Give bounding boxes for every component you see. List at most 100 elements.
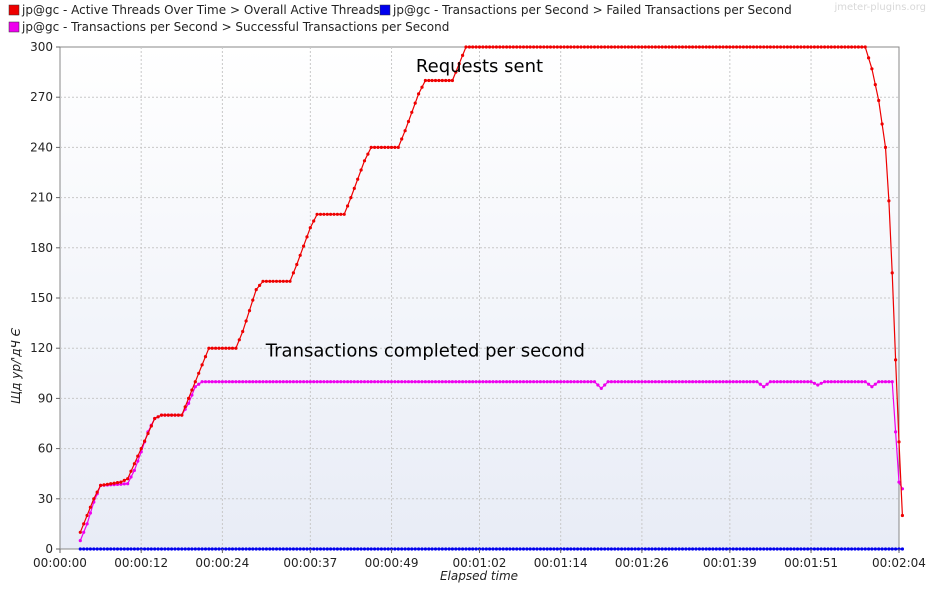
data-point: [362, 547, 367, 551]
data-point: [569, 45, 573, 49]
x-tick-label: 00:00:24: [195, 556, 249, 570]
data-point: [792, 45, 796, 49]
data-point: [454, 70, 458, 74]
data-point: [765, 382, 769, 386]
data-point: [278, 547, 282, 551]
data-point: [122, 547, 126, 551]
data-point: [704, 380, 708, 384]
data-point: [149, 424, 153, 428]
data-point: [565, 45, 570, 49]
data-point: [335, 380, 339, 384]
data-point: [758, 547, 762, 551]
data-point: [691, 547, 695, 551]
data-point: [762, 45, 766, 49]
data-point: [305, 547, 309, 551]
data-point: [203, 380, 208, 384]
data-point: [680, 380, 685, 384]
data-point: [745, 547, 749, 551]
legend-label: jp@gc - Active Threads Over Time > Overa…: [21, 3, 380, 17]
data-point: [254, 547, 258, 551]
data-point: [870, 385, 874, 389]
data-point: [366, 547, 370, 551]
data-point: [437, 78, 441, 83]
data-point: [728, 380, 732, 384]
data-point: [518, 45, 522, 49]
data-point: [190, 393, 194, 397]
data-point: [860, 45, 864, 49]
data-point: [210, 547, 214, 551]
data-point: [657, 45, 661, 49]
data-point: [626, 547, 631, 551]
data-point: [664, 380, 668, 384]
data-point: [241, 380, 245, 384]
data-point: [609, 45, 614, 49]
data-point: [592, 547, 597, 551]
data-point: [576, 45, 580, 49]
data-point: [636, 380, 641, 384]
data-point: [305, 235, 309, 239]
data-point: [894, 547, 898, 551]
data-point: [572, 380, 576, 384]
data-point: [643, 45, 647, 49]
data-point: [85, 547, 89, 551]
data-point: [214, 346, 218, 350]
data-point: [329, 380, 333, 384]
data-point: [867, 547, 871, 551]
data-point: [620, 547, 624, 551]
data-point: [318, 380, 323, 384]
data-point: [312, 219, 316, 223]
data-point: [440, 380, 444, 384]
data-point: [413, 101, 417, 105]
data-point: [819, 547, 823, 551]
data-point: [812, 547, 817, 551]
data-point: [501, 45, 505, 49]
data-point: [427, 547, 431, 551]
data-point: [227, 547, 231, 551]
data-point: [589, 45, 593, 49]
data-point: [173, 547, 177, 551]
data-point: [335, 547, 339, 551]
y-tick-label: 180: [30, 241, 53, 255]
data-point: [846, 380, 850, 384]
data-point: [853, 380, 857, 384]
x-tick-label: 00:01:39: [703, 556, 757, 570]
data-point: [823, 547, 827, 551]
data-point: [82, 530, 86, 534]
data-point: [159, 547, 164, 551]
data-point: [741, 45, 746, 49]
data-point: [396, 380, 400, 384]
data-point: [115, 481, 120, 485]
data-point: [176, 413, 180, 417]
data-point: [735, 45, 739, 49]
data-point: [200, 363, 204, 367]
data-point: [809, 380, 813, 384]
data-point: [532, 547, 536, 551]
data-point: [643, 380, 647, 384]
data-point: [332, 212, 336, 216]
data-point: [329, 212, 333, 216]
data-point: [606, 45, 610, 49]
data-point: [467, 547, 471, 551]
data-point: [467, 45, 471, 49]
data-point: [850, 547, 854, 551]
data-point: [153, 547, 157, 551]
data-point: [538, 547, 543, 551]
data-point: [308, 226, 312, 230]
data-point: [88, 511, 92, 515]
data-point: [264, 279, 268, 283]
data-point: [305, 380, 309, 384]
data-point: [623, 380, 627, 384]
data-point: [636, 547, 641, 551]
data-point: [258, 380, 262, 384]
data-point: [545, 547, 549, 551]
data-point: [772, 45, 776, 49]
data-point: [792, 380, 796, 384]
data-point: [237, 338, 241, 342]
data-point: [244, 380, 248, 384]
data-point: [684, 547, 688, 551]
data-point: [555, 547, 559, 551]
data-point: [332, 547, 336, 551]
data-point: [281, 380, 285, 384]
data-point: [548, 547, 553, 551]
data-point: [274, 380, 279, 384]
